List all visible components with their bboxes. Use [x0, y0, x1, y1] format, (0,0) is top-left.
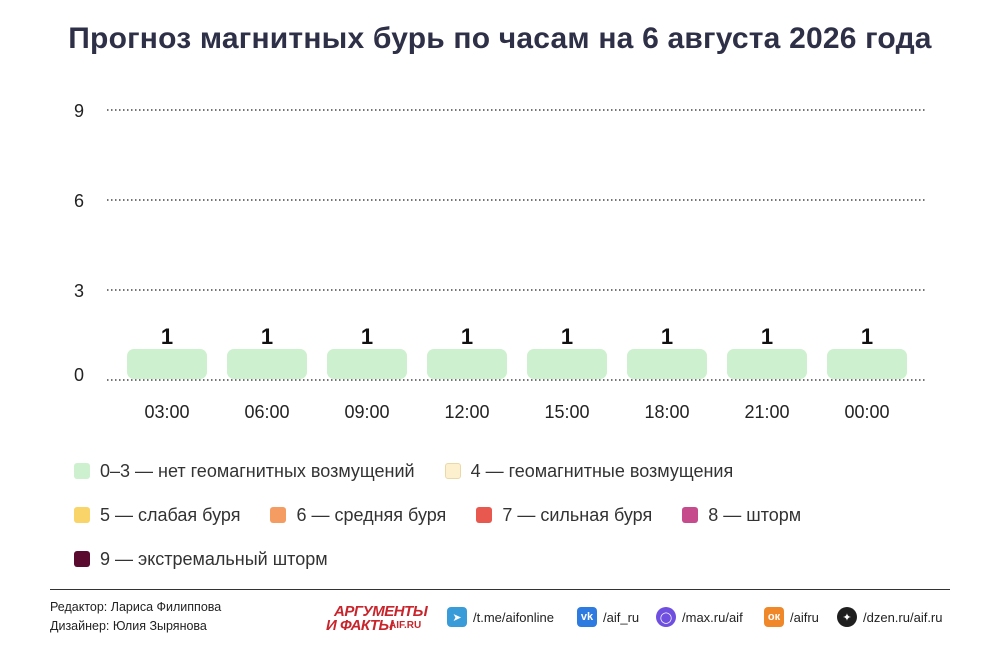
- legend-label: 9 — экстремальный шторм: [100, 548, 328, 569]
- x-tick-label: 21:00: [744, 402, 789, 422]
- designer-credit: Дизайнер: Юлия Зырянова: [50, 619, 207, 633]
- bar: [527, 349, 607, 379]
- x-tick-label: 12:00: [444, 402, 489, 422]
- social-link: /aif_ru: [603, 609, 640, 625]
- social-vk[interactable]: vk /aif_ru: [577, 607, 639, 627]
- vk-icon: vk: [577, 607, 597, 627]
- legend-swatch: [270, 507, 287, 523]
- bar: [727, 349, 807, 379]
- legend-label: 6 — средняя буря: [296, 504, 447, 525]
- legend-swatch: [476, 507, 493, 523]
- legend-item-9: 9 — экстремальный шторм: [74, 549, 328, 570]
- chart-title: Прогноз магнитных бурь по часам на 6 авг…: [68, 22, 932, 55]
- logo-line-3: AIF.RU: [389, 620, 422, 631]
- y-tick-label: 0: [74, 365, 84, 385]
- social-dzen[interactable]: ✦ /dzen.ru/aif.ru: [837, 607, 943, 627]
- legend-row: 9 — экстремальный шторм: [74, 546, 358, 572]
- x-tick-label: 06:00: [244, 402, 289, 422]
- y-tick-label: 3: [74, 281, 84, 301]
- bar: [627, 349, 707, 379]
- odnoklassniki-icon: ок: [764, 607, 784, 627]
- legend-row: 5 — слабая буря 6 — средняя буря 7 — сил…: [74, 502, 831, 528]
- data-label: 1: [861, 324, 873, 349]
- legend-item-0-3: 0–3 — нет геомагнитных возмущений: [74, 461, 415, 482]
- x-tick-label: 15:00: [544, 402, 589, 422]
- data-label: 1: [361, 324, 373, 349]
- legend-swatch: [74, 507, 90, 523]
- legend-swatch: [682, 507, 699, 523]
- social-link: /max.ru/aif: [682, 609, 743, 625]
- logo-line-2: И ФАКТЫ: [326, 617, 394, 634]
- editor-credit: Редактор: Лариса Филиппова: [50, 600, 222, 614]
- social-link: /aifru: [790, 609, 819, 625]
- x-tick-label: 00:00: [844, 402, 889, 422]
- data-label: 1: [261, 324, 273, 349]
- legend-item-7: 7 — сильная буря: [476, 505, 652, 526]
- legend-item-5: 5 — слабая буря: [74, 505, 240, 526]
- y-tick-label: 9: [74, 101, 84, 121]
- legend-label: 4 — геомагнитные возмущения: [470, 460, 734, 481]
- data-label: 1: [761, 324, 773, 349]
- legend-swatch: [444, 463, 461, 479]
- bar: [427, 349, 507, 379]
- bar: [227, 349, 307, 379]
- bar: [127, 349, 207, 379]
- social-link: /dzen.ru/aif.ru: [863, 609, 943, 625]
- max-icon: ◯: [656, 607, 676, 627]
- legend-item-6: 6 — средняя буря: [270, 505, 446, 526]
- social-telegram[interactable]: ➤ /t.me/aifonline: [447, 607, 554, 627]
- x-tick-label: 18:00: [644, 402, 689, 422]
- x-tick-label: 09:00: [344, 402, 389, 422]
- data-label: 1: [561, 324, 573, 349]
- legend-swatch: [74, 463, 90, 479]
- legend-label: 7 — сильная буря: [502, 504, 653, 525]
- legend-item-8: 8 — шторм: [682, 505, 801, 526]
- x-tick-label: 03:00: [144, 402, 189, 422]
- social-odnoklassniki[interactable]: ок /aifru: [764, 607, 819, 627]
- social-max[interactable]: ◯ /max.ru/aif: [656, 607, 743, 627]
- dzen-icon: ✦: [837, 607, 857, 627]
- data-label: 1: [661, 324, 673, 349]
- aif-logo[interactable]: АРГУМЕНТЫ И ФАКТЫ AIF.RU: [326, 603, 436, 634]
- bar: [327, 349, 407, 379]
- legend-item-4: 4 — геомагнитные возмущения: [444, 460, 734, 482]
- telegram-icon: ➤: [447, 607, 467, 627]
- logo-line-1: АРГУМЕНТЫ: [334, 603, 428, 620]
- credits: Редактор: Лариса Филиппова Дизайнер: Юли…: [50, 598, 221, 636]
- footer-divider: [50, 589, 950, 590]
- legend-label: 5 — слабая буря: [100, 504, 241, 525]
- social-link: /t.me/aifonline: [473, 609, 554, 625]
- data-label: 1: [461, 324, 473, 349]
- bar: [827, 349, 907, 379]
- legend-swatch: [74, 551, 90, 567]
- data-label: 1: [161, 324, 173, 349]
- y-tick-label: 6: [74, 191, 84, 211]
- chart: 0 3 6 9 1 03:00 1 06:00 1 09:00 1 12:00 1 15:00 1 18:00…: [74, 101, 926, 422]
- legend-label: 0–3 — нет геомагнитных возмущений: [100, 460, 415, 481]
- legend-row: 0–3 — нет геомагнитных возмущений 4 — ге…: [74, 458, 763, 484]
- legend-label: 8 — шторм: [708, 504, 802, 525]
